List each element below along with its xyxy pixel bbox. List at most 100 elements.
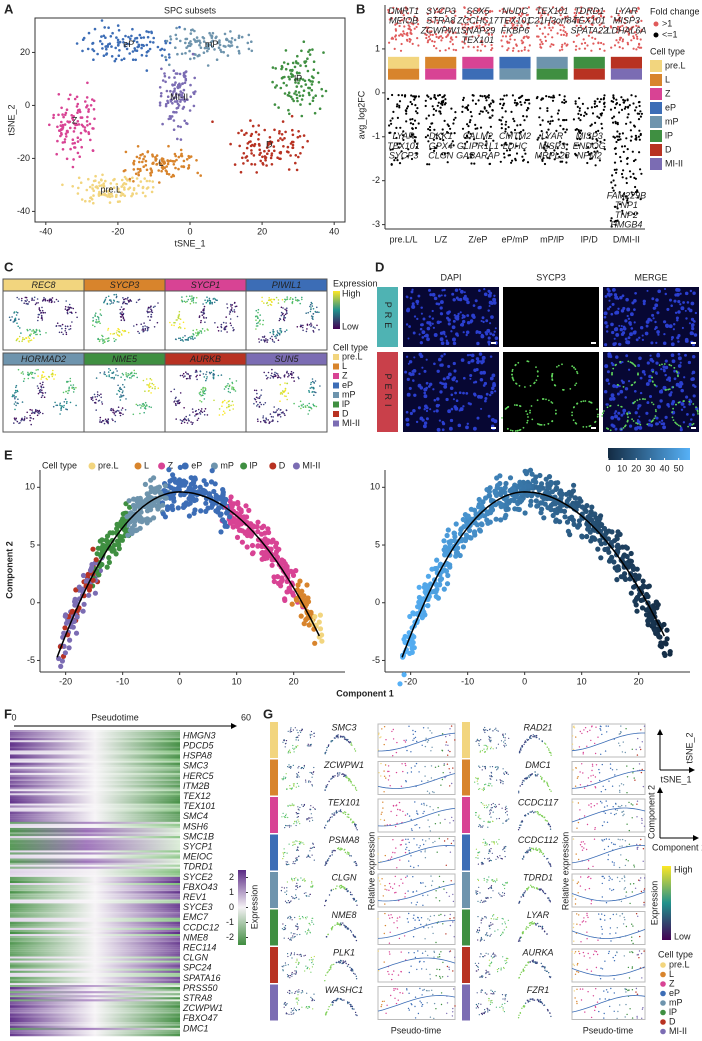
- point: [478, 305, 482, 310]
- point: [637, 373, 639, 376]
- point: [68, 328, 70, 331]
- point: [618, 46, 621, 49]
- point: [285, 409, 288, 412]
- point: [237, 49, 241, 53]
- point: [297, 91, 301, 94]
- point: [433, 410, 436, 413]
- point: [25, 302, 28, 305]
- point: [655, 361, 659, 365]
- point: [113, 59, 117, 63]
- point: [115, 293, 117, 296]
- point: [435, 403, 440, 408]
- point: [124, 330, 127, 332]
- point: [655, 410, 657, 413]
- point: [199, 374, 201, 377]
- legend-label: Low: [342, 321, 359, 331]
- point: [664, 365, 669, 370]
- point: [76, 136, 80, 139]
- legend-label: mP: [342, 389, 356, 399]
- point: [37, 316, 39, 319]
- point: [594, 164, 597, 167]
- x-tick-label: pre.L/L: [390, 234, 418, 244]
- point: [639, 325, 644, 330]
- point: [311, 99, 315, 102]
- point: [109, 182, 113, 185]
- point: [75, 386, 77, 389]
- point: [192, 411, 194, 413]
- point: [232, 408, 234, 410]
- point: [172, 96, 176, 100]
- legend-swatch: [333, 401, 339, 408]
- point: [492, 383, 497, 388]
- point: [175, 26, 178, 30]
- point: [14, 389, 17, 392]
- point: [39, 382, 41, 385]
- point: [504, 35, 508, 38]
- point: [104, 564, 110, 570]
- point: [57, 300, 60, 303]
- point: [400, 42, 403, 46]
- point: [259, 319, 261, 321]
- point: [20, 299, 23, 302]
- point: [306, 69, 310, 73]
- point: [281, 138, 284, 142]
- point: [470, 115, 473, 118]
- point: [123, 301, 126, 303]
- point: [644, 331, 649, 336]
- point: [304, 64, 308, 68]
- point: [394, 28, 397, 31]
- point: [462, 391, 465, 395]
- gene-label: SYCP3: [426, 6, 456, 16]
- point: [42, 299, 45, 301]
- point: [624, 387, 629, 391]
- point: [21, 340, 23, 343]
- point: [310, 307, 312, 309]
- point: [251, 143, 254, 147]
- point: [433, 296, 438, 301]
- point: [257, 308, 260, 311]
- point: [663, 363, 666, 365]
- point: [95, 402, 97, 404]
- point: [127, 42, 131, 46]
- point: [148, 386, 151, 388]
- point: [580, 400, 583, 403]
- point: [246, 159, 249, 162]
- point: [677, 424, 680, 427]
- point: [20, 419, 22, 422]
- point: [312, 68, 316, 71]
- point: [95, 409, 97, 411]
- cell-type-strip: [610, 68, 642, 80]
- point: [289, 95, 293, 99]
- point: [312, 614, 318, 620]
- point: [232, 404, 235, 406]
- point: [634, 411, 638, 415]
- point: [205, 46, 209, 49]
- point: [291, 61, 295, 65]
- point: [634, 177, 638, 180]
- point: [260, 339, 263, 341]
- point: [506, 49, 509, 52]
- point: [154, 386, 156, 388]
- point: [662, 365, 666, 369]
- point: [633, 321, 636, 324]
- point: [417, 383, 422, 388]
- point: [483, 292, 488, 297]
- point: [137, 45, 141, 48]
- point: [502, 152, 506, 155]
- point: [94, 185, 98, 189]
- point: [69, 377, 72, 380]
- legend-swatch: [650, 88, 662, 100]
- point: [263, 340, 266, 343]
- point: [526, 413, 529, 416]
- point: [629, 139, 633, 142]
- point: [314, 380, 317, 382]
- point: [117, 374, 119, 377]
- gene-label: LYAR: [541, 131, 564, 141]
- point: [300, 49, 303, 53]
- point: [628, 321, 632, 325]
- point: [499, 102, 502, 105]
- point: [255, 171, 258, 174]
- point: [144, 159, 148, 163]
- point: [31, 411, 34, 413]
- point: [56, 322, 59, 325]
